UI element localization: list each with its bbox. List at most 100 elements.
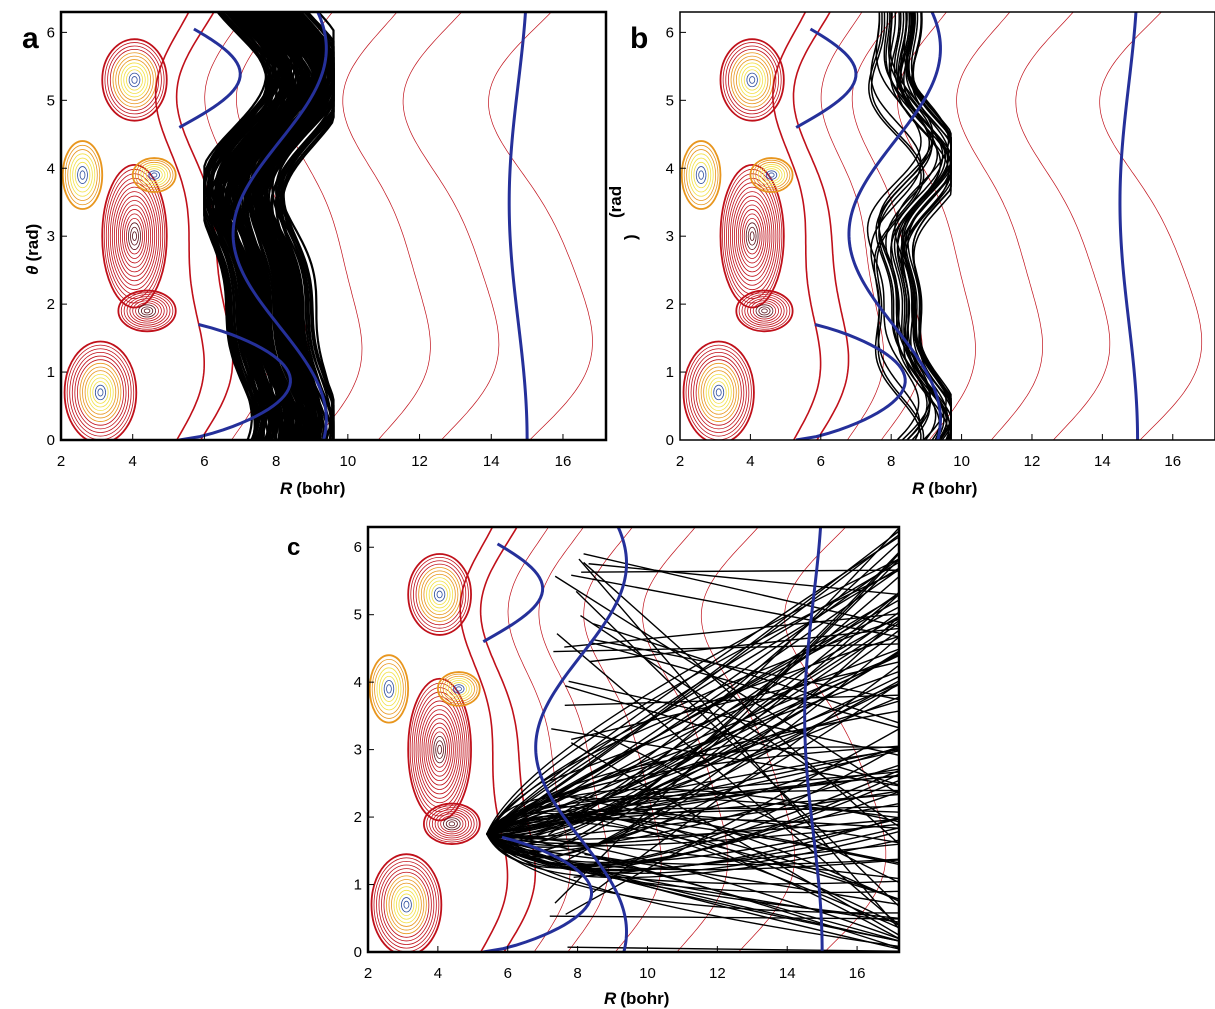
contour-line bbox=[403, 900, 410, 909]
panel-a-ylabel: θ(rad) bbox=[23, 224, 42, 275]
trajectory bbox=[896, 12, 950, 440]
contour-line bbox=[459, 527, 509, 952]
contour-line bbox=[429, 807, 475, 841]
contour-line bbox=[698, 170, 704, 180]
y-tick-label: 5 bbox=[47, 92, 55, 109]
contour-line bbox=[453, 684, 465, 694]
contour-line bbox=[130, 226, 139, 246]
contour-line bbox=[719, 163, 785, 309]
contour-line bbox=[94, 384, 106, 401]
trajectory bbox=[575, 590, 899, 907]
trajectory bbox=[486, 599, 899, 835]
contour-line bbox=[738, 62, 766, 98]
contour-line bbox=[342, 12, 431, 440]
contour-line bbox=[92, 381, 109, 404]
trajectory bbox=[543, 648, 899, 784]
trajectory bbox=[555, 746, 899, 858]
panel-c-letter: c bbox=[287, 534, 300, 561]
trajectory bbox=[548, 592, 899, 836]
contour-line bbox=[683, 144, 719, 206]
contour-line bbox=[383, 680, 395, 698]
contour-line bbox=[705, 373, 732, 412]
contour-line bbox=[743, 217, 761, 255]
contour-line bbox=[415, 696, 464, 804]
contour-line bbox=[381, 675, 397, 702]
contour-line bbox=[79, 362, 122, 422]
contour-line bbox=[388, 879, 425, 931]
contour-line bbox=[445, 677, 473, 700]
contour-line bbox=[700, 366, 737, 419]
contour-line bbox=[422, 802, 481, 845]
x-tick-label: 4 bbox=[746, 453, 754, 470]
dividing-surface bbox=[507, 12, 529, 440]
trajectory bbox=[486, 814, 899, 901]
panel-b-ylabel-paren: ) bbox=[621, 234, 640, 240]
contour-line bbox=[117, 289, 177, 333]
contour-line bbox=[763, 168, 780, 182]
contour-line bbox=[143, 308, 151, 314]
plot-frame bbox=[679, 11, 1215, 441]
contour-line bbox=[409, 682, 470, 817]
contour-line bbox=[135, 302, 159, 320]
x-tick-label: 2 bbox=[676, 453, 684, 470]
contour-line bbox=[1099, 12, 1203, 440]
contour-line bbox=[101, 38, 168, 122]
contour-line bbox=[371, 658, 407, 719]
contour-line bbox=[111, 186, 158, 286]
trajectory bbox=[255, 12, 327, 440]
contour-line bbox=[749, 231, 755, 242]
contour-line bbox=[386, 875, 427, 935]
contour-line bbox=[722, 42, 782, 118]
contour-line bbox=[440, 815, 464, 833]
contour-line bbox=[761, 308, 768, 314]
trajectory bbox=[231, 12, 303, 440]
contour-line bbox=[132, 231, 137, 242]
trajectory bbox=[564, 694, 899, 707]
contour-line bbox=[77, 166, 88, 184]
contour-line bbox=[735, 59, 769, 101]
dividing-surface bbox=[483, 835, 594, 952]
trajectory-group bbox=[486, 527, 899, 952]
contour-line bbox=[792, 12, 850, 440]
x-tick-label: 8 bbox=[272, 453, 280, 470]
contour-line bbox=[79, 170, 86, 180]
contour-line bbox=[107, 45, 162, 115]
contour-line bbox=[105, 173, 164, 300]
contour-line bbox=[381, 868, 432, 942]
contour-line bbox=[104, 42, 165, 118]
contour-line bbox=[749, 76, 756, 84]
dividing-surface bbox=[178, 27, 242, 129]
x-tick-label: 6 bbox=[504, 965, 512, 982]
trajectory bbox=[567, 680, 899, 861]
contour-line bbox=[708, 377, 730, 408]
trajectory bbox=[486, 654, 899, 835]
x-tick-label: 6 bbox=[817, 453, 825, 470]
contour-line bbox=[402, 12, 500, 440]
x-tick-label: 16 bbox=[1164, 453, 1181, 470]
contour-line bbox=[89, 377, 112, 408]
contour-line bbox=[703, 370, 735, 415]
contour-line bbox=[428, 580, 451, 609]
y-tick-label: 0 bbox=[354, 944, 362, 961]
contour-line bbox=[126, 69, 143, 91]
contour-line bbox=[479, 527, 537, 952]
trajectory bbox=[556, 670, 899, 797]
dividing-surface bbox=[482, 542, 545, 643]
contour-line bbox=[746, 72, 758, 88]
contour-line bbox=[433, 735, 446, 764]
contour-line bbox=[115, 55, 154, 105]
contour-line bbox=[148, 170, 161, 180]
contour-line bbox=[134, 159, 174, 191]
contour-line bbox=[72, 157, 93, 193]
contour-line bbox=[729, 186, 775, 286]
contour-line bbox=[642, 527, 729, 952]
contour-line bbox=[757, 164, 786, 187]
y-tick-label: 5 bbox=[666, 92, 674, 109]
x-tick-label: 8 bbox=[573, 965, 581, 982]
contour-line bbox=[448, 821, 456, 827]
contour-line bbox=[443, 817, 461, 831]
contour-line bbox=[682, 340, 755, 440]
y-tick-label: 2 bbox=[666, 296, 674, 313]
trajectory bbox=[486, 775, 899, 835]
